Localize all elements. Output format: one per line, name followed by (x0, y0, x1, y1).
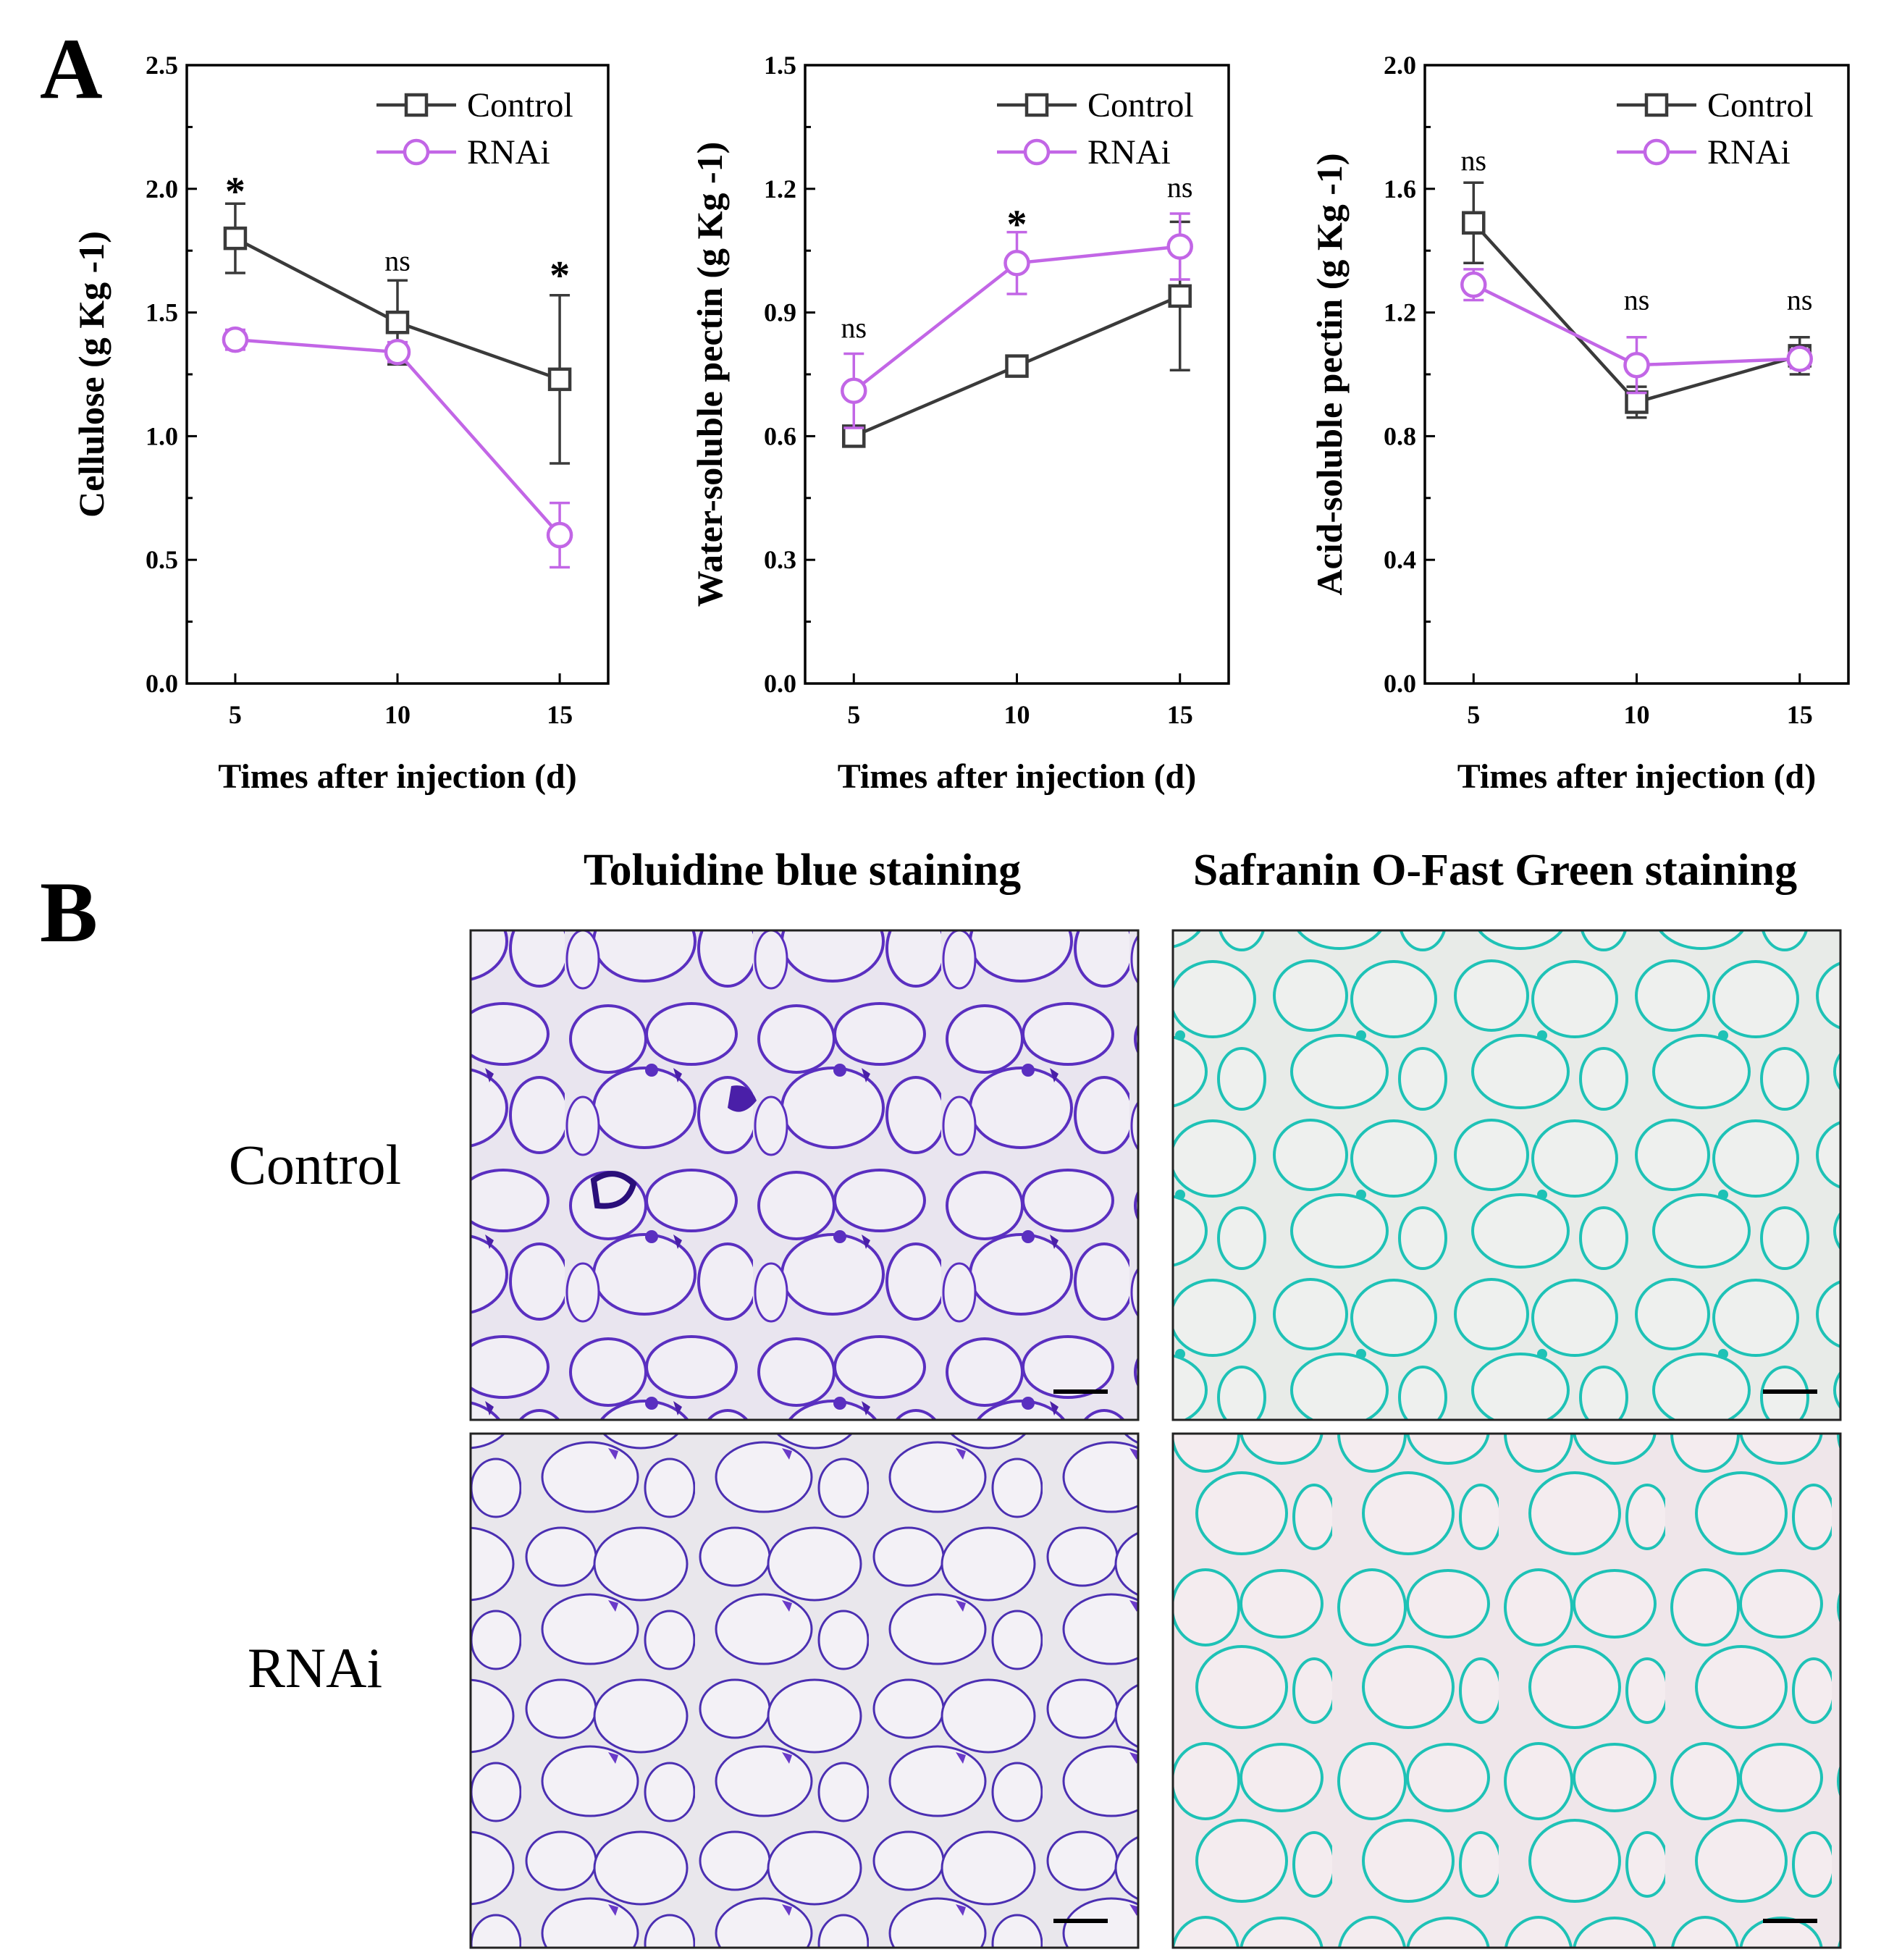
cellulose-chart: 0.0 0.5 1.0 1.5 2.0 2.5 5 10 15 Times after injec… (71, 51, 610, 796)
column-header-safranin: Safranin O-Fast Green staining (1193, 846, 1797, 895)
legend-marker-circle (403, 138, 430, 166)
significance-label: ns (1624, 283, 1650, 316)
legend-marker-circle (1643, 138, 1670, 166)
significance-label: * (225, 169, 245, 214)
y-tick-label: 0.4 (1384, 545, 1416, 574)
row-label-rnai: RNAi (248, 1636, 382, 1699)
x-tick-label: 10 (384, 700, 411, 729)
data-point-control (223, 226, 248, 251)
row-label-control: Control (229, 1133, 401, 1196)
acid-soluble-pectin-chart: 0.0 0.4 0.8 1.2 1.6 2.0 5 10 15 Times after injec… (1309, 51, 1850, 796)
x-axis-title: Times after injection (d) (1457, 757, 1816, 796)
significance-label: ns (1787, 283, 1813, 316)
legend-label: Control (1087, 86, 1194, 125)
y-axis-title: Water-soluble pectin (g Kg -1) (689, 142, 730, 607)
legend-label: Control (467, 86, 573, 125)
legend-label: RNAi (1707, 133, 1790, 172)
data-point-control (1005, 354, 1029, 378)
y-axis-title: Cellulose (g Kg -1) (71, 231, 111, 518)
data-point-rnai (1003, 250, 1030, 277)
legend-marker-square (1024, 93, 1049, 117)
y-tick-label: 2.0 (1384, 51, 1416, 80)
legend-label: Control (1707, 86, 1814, 125)
x-tick-label: 15 (1167, 700, 1193, 729)
micrograph-safranin-control (1171, 929, 1842, 1421)
column-header-toluidine: Toluidine blue staining (584, 846, 1021, 895)
x-tick-label: 15 (547, 700, 573, 729)
significance-label: * (550, 253, 570, 298)
significance-label: ns (1167, 171, 1193, 203)
legend-marker-square (1644, 93, 1669, 117)
y-tick-label: 0.9 (764, 298, 796, 327)
micrograph-toluidine-control (469, 929, 1140, 1421)
x-axis-title: Times after injection (d) (838, 757, 1196, 796)
significance-label: ns (1460, 144, 1486, 177)
data-point-rnai (841, 377, 867, 405)
y-tick-label: 0.6 (764, 421, 796, 450)
x-axis-title: Times after injection (d) (218, 757, 576, 796)
series-line-rnai (235, 337, 561, 537)
data-point-rnai (1460, 271, 1487, 298)
y-tick-label: 0.0 (1384, 669, 1416, 698)
y-axis-title: Acid-soluble pectin (g Kg -1) (1309, 153, 1350, 595)
y-tick-label: 0.0 (146, 669, 178, 698)
x-tick-label: 10 (1624, 700, 1650, 729)
data-point-rnai (1623, 351, 1650, 379)
x-tick-label: 5 (847, 700, 860, 729)
legend-marker-circle (1023, 138, 1051, 166)
y-tick-label: 1.2 (764, 174, 796, 203)
significance-label: * (1007, 202, 1027, 247)
data-point-rnai (1786, 345, 1813, 372)
data-point-rnai (1166, 233, 1193, 260)
y-tick-label: 0.0 (764, 669, 796, 698)
y-tick-label: 1.6 (1384, 174, 1416, 203)
x-tick-label: 5 (1467, 700, 1480, 729)
y-tick-label: 1.5 (146, 298, 178, 327)
y-tick-label: 1.0 (146, 421, 178, 450)
data-point-control (1168, 284, 1192, 308)
data-point-rnai (546, 521, 573, 549)
data-point-control (1625, 390, 1649, 414)
data-point-control (547, 367, 572, 392)
x-tick-label: 15 (1787, 700, 1813, 729)
data-point-control (1462, 211, 1486, 235)
y-tick-label: 1.5 (764, 51, 796, 80)
significance-label: ns (384, 245, 411, 277)
legend-label: RNAi (467, 133, 550, 172)
water-soluble-pectin-chart: 0.0 0.3 0.6 0.9 1.2 1.5 5 10 15 Times after injec… (689, 51, 1230, 796)
micrograph-toluidine-rnai (469, 1432, 1140, 1949)
y-tick-label: 2.5 (146, 51, 178, 80)
x-tick-label: 5 (229, 700, 242, 729)
legend-label: RNAi (1087, 133, 1171, 172)
x-tick-label: 10 (1004, 700, 1030, 729)
y-tick-label: 0.5 (146, 545, 178, 574)
micrograph-safranin-rnai (1171, 1432, 1842, 1949)
y-tick-label: 2.0 (146, 174, 178, 203)
legend-marker-square (404, 93, 429, 117)
y-tick-label: 1.2 (1384, 298, 1416, 327)
panel-a-label: A (40, 20, 103, 117)
data-point-rnai (222, 326, 249, 353)
panel-b-label: B (40, 864, 98, 960)
data-point-rnai (384, 339, 411, 366)
data-point-control (385, 311, 410, 335)
y-tick-label: 0.8 (1384, 421, 1416, 450)
significance-label: ns (841, 311, 867, 344)
y-tick-label: 0.3 (764, 545, 796, 574)
